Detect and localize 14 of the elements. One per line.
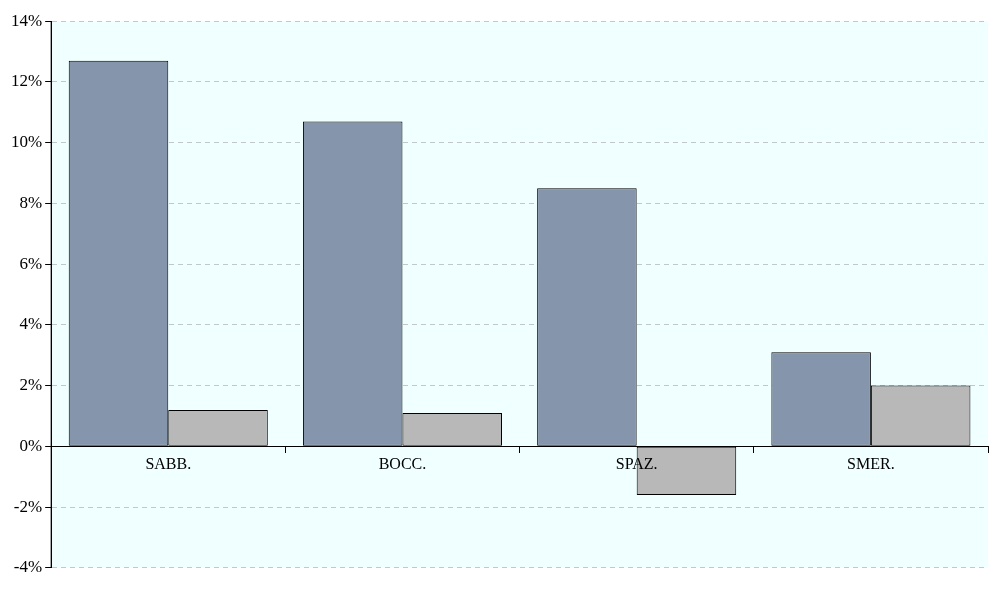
x-tick-label: SMER. — [847, 454, 895, 472]
y-tick-label: 10% — [10, 132, 43, 152]
y-tick-label: 0% — [19, 435, 43, 455]
y-tick-label: -2% — [13, 496, 43, 516]
y-tick-label: 8% — [19, 192, 43, 212]
x-tick-label: SPAZ. — [615, 454, 658, 472]
y-tick-label: 12% — [10, 71, 43, 91]
x-tick-label: SABB. — [145, 454, 192, 472]
x-tick-label: BOCC. — [378, 454, 427, 472]
y-tick-label: 4% — [19, 314, 43, 334]
y-tick-label: 6% — [19, 253, 43, 273]
y-tick-label: -4% — [13, 557, 43, 577]
y-tick-label: 14% — [10, 10, 43, 30]
y-tick-label: 2% — [19, 375, 43, 395]
